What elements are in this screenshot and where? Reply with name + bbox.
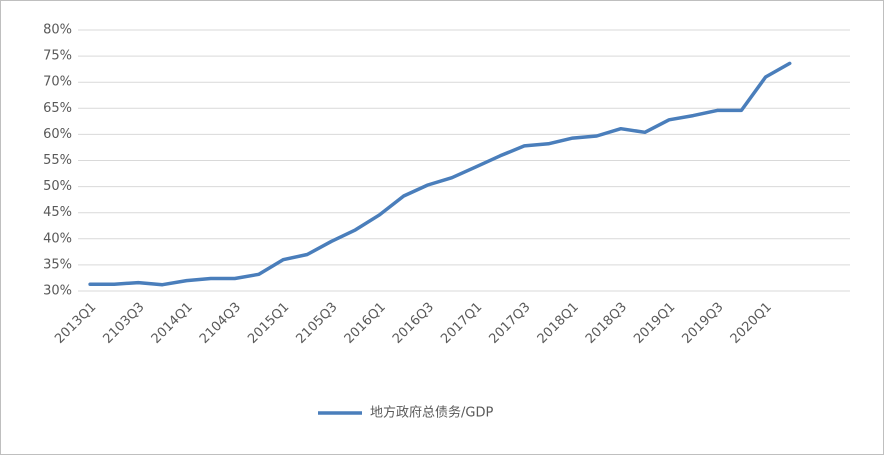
y-tick-label: 30% (43, 284, 72, 299)
data-line (88, 61, 792, 287)
legend-label: 地方政府总债务/GDP (370, 405, 493, 421)
y-tick-label: 75% (43, 49, 72, 64)
y-tick-label: 65% (43, 101, 72, 116)
y-tick-label: 80% (43, 23, 72, 38)
y-tick-label: 45% (43, 205, 72, 220)
y-tick-label: 35% (43, 257, 72, 272)
y-tick-label: 55% (43, 153, 72, 168)
y-tick-label: 50% (43, 179, 72, 194)
y-tick-label: 40% (43, 231, 72, 246)
y-tick-label: 60% (43, 127, 72, 142)
y-tick-label: 70% (43, 75, 72, 90)
